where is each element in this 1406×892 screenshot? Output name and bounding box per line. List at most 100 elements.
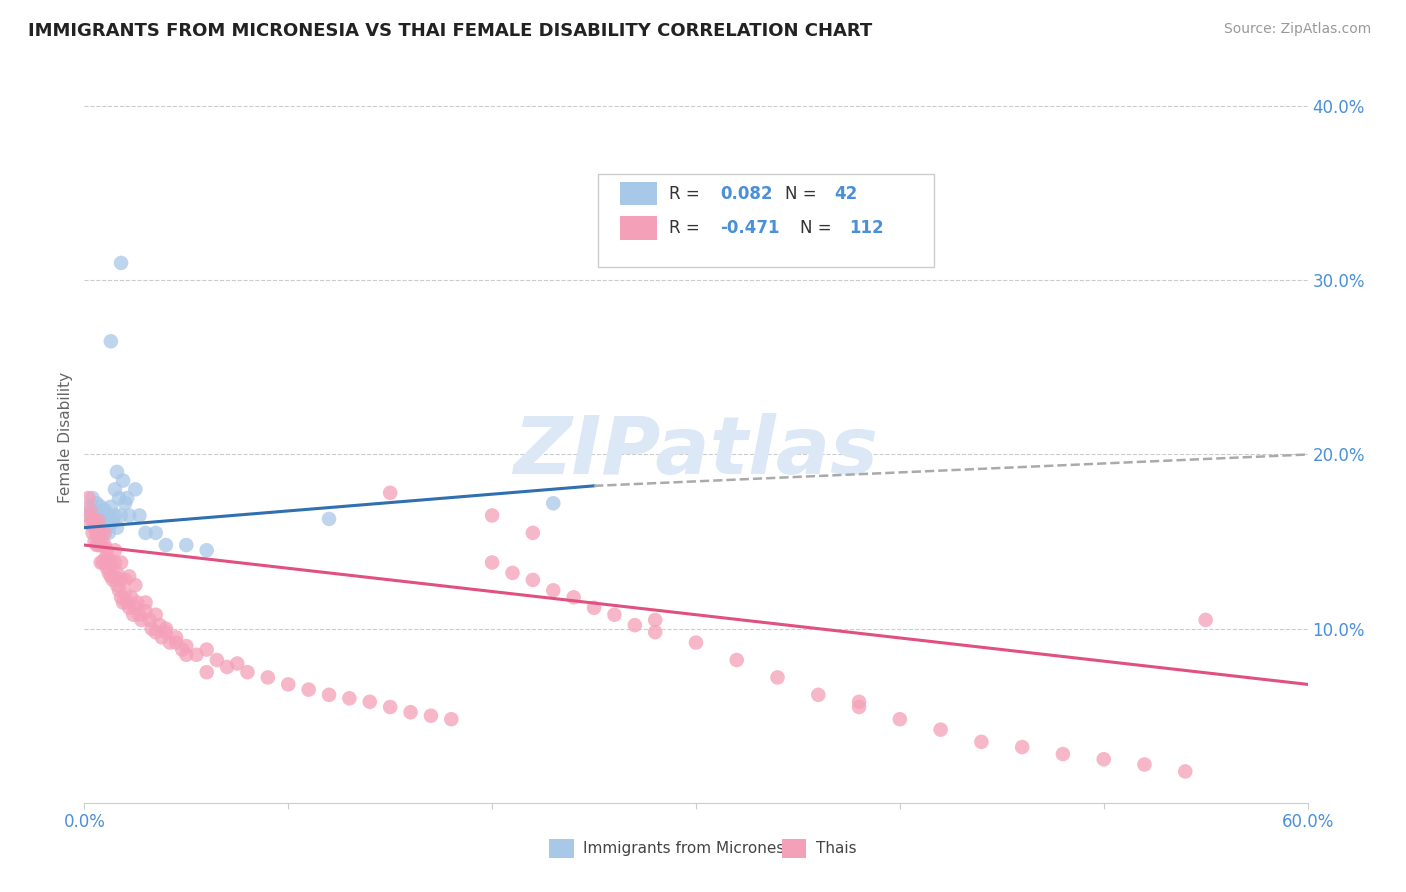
Point xyxy=(155,622,177,636)
Point xyxy=(318,512,340,526)
Point xyxy=(110,556,132,570)
Point xyxy=(115,595,138,609)
Point xyxy=(165,631,187,645)
Point xyxy=(502,566,524,580)
Point xyxy=(105,578,128,592)
Point xyxy=(970,735,993,749)
Point xyxy=(90,525,112,540)
Point xyxy=(79,517,101,532)
Point xyxy=(79,503,101,517)
Bar xyxy=(620,182,657,205)
Point xyxy=(135,604,157,618)
Point xyxy=(522,573,544,587)
Point xyxy=(359,695,381,709)
Point xyxy=(101,573,124,587)
Point xyxy=(87,538,110,552)
Point xyxy=(236,665,259,680)
Point xyxy=(399,705,422,719)
Point xyxy=(172,642,194,657)
Point xyxy=(644,613,666,627)
Point xyxy=(124,483,146,497)
Point xyxy=(97,552,120,566)
Text: 42: 42 xyxy=(834,185,858,202)
Point xyxy=(807,688,830,702)
Point xyxy=(339,691,361,706)
Point xyxy=(93,538,115,552)
Point xyxy=(114,496,136,510)
Text: Immigrants from Micronesia: Immigrants from Micronesia xyxy=(583,840,799,855)
Point xyxy=(174,639,197,653)
Point xyxy=(127,595,149,609)
Point xyxy=(149,618,172,632)
Point xyxy=(93,525,115,540)
Point xyxy=(83,521,105,535)
Point xyxy=(87,521,110,535)
Point xyxy=(97,508,120,523)
Point xyxy=(481,508,503,523)
Point xyxy=(77,508,100,523)
Point xyxy=(174,648,197,662)
Point xyxy=(91,525,114,540)
Text: ZIPatlas: ZIPatlas xyxy=(513,413,879,491)
Point xyxy=(1052,747,1074,761)
Point xyxy=(110,573,132,587)
Point xyxy=(135,525,157,540)
Point xyxy=(97,525,120,540)
Text: Thais: Thais xyxy=(815,840,856,855)
Point xyxy=(165,635,187,649)
Point xyxy=(226,657,249,671)
Point xyxy=(1092,752,1115,766)
Point xyxy=(205,653,228,667)
Point xyxy=(122,607,145,622)
Point xyxy=(277,677,299,691)
Point xyxy=(105,521,128,535)
Point xyxy=(108,583,131,598)
Point xyxy=(91,538,114,552)
Text: Source: ZipAtlas.com: Source: ZipAtlas.com xyxy=(1223,22,1371,37)
Point xyxy=(96,514,118,528)
Point xyxy=(124,578,146,592)
Y-axis label: Female Disability: Female Disability xyxy=(58,371,73,503)
Point xyxy=(543,583,565,598)
Point xyxy=(101,514,124,528)
Point xyxy=(1011,740,1033,755)
Point xyxy=(93,521,115,535)
Bar xyxy=(620,216,657,240)
Point xyxy=(90,556,112,570)
Point xyxy=(155,538,177,552)
Point xyxy=(1174,764,1197,779)
Point xyxy=(159,635,181,649)
Text: 112: 112 xyxy=(849,219,883,237)
Point xyxy=(104,543,127,558)
Point xyxy=(145,525,167,540)
Point xyxy=(150,631,173,645)
Point xyxy=(644,625,666,640)
Point xyxy=(83,503,105,517)
Point xyxy=(77,491,100,505)
Point xyxy=(110,508,132,523)
Point xyxy=(624,618,647,632)
Point xyxy=(195,642,218,657)
Point xyxy=(114,573,136,587)
Point xyxy=(174,538,197,552)
Point xyxy=(79,500,101,514)
Point xyxy=(86,538,108,552)
Point xyxy=(848,695,870,709)
Point xyxy=(83,514,105,528)
Point xyxy=(97,566,120,580)
Point xyxy=(128,508,150,523)
Point xyxy=(82,491,104,505)
Point xyxy=(93,552,115,566)
Point xyxy=(100,556,122,570)
Text: IMMIGRANTS FROM MICRONESIA VS THAI FEMALE DISABILITY CORRELATION CHART: IMMIGRANTS FROM MICRONESIA VS THAI FEMAL… xyxy=(28,22,872,40)
Point xyxy=(105,465,128,479)
Point xyxy=(114,587,136,601)
Point xyxy=(257,670,280,684)
Point xyxy=(96,560,118,574)
Point xyxy=(112,595,135,609)
Point xyxy=(195,665,218,680)
Point xyxy=(87,514,110,528)
Point xyxy=(87,514,110,528)
Point xyxy=(929,723,952,737)
Point xyxy=(217,660,239,674)
